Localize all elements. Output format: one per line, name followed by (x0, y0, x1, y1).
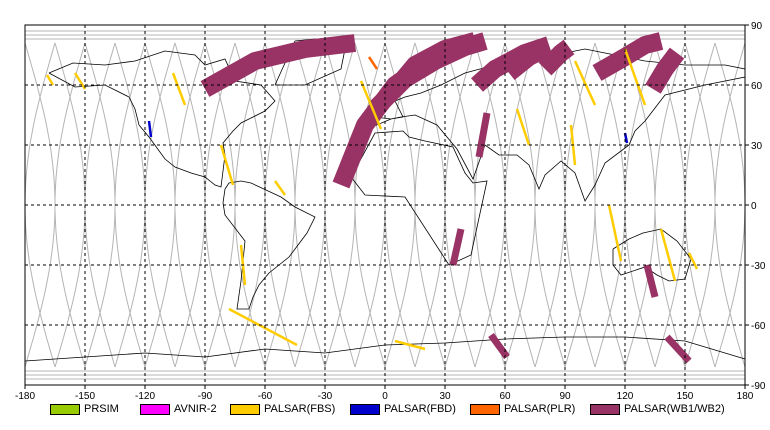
legend-item-palsar-plr: PALSAR(PLR) (470, 400, 575, 418)
y-tick-label: 30 (751, 141, 763, 152)
legend-swatch-palsar-plr (470, 403, 500, 415)
fbs-swath (687, 252, 699, 270)
y-tick-label: -30 (751, 261, 766, 272)
x-tick-label: 0 (382, 391, 388, 400)
x-tick-label: 150 (677, 391, 694, 400)
legend-item-palsar-fbs: PALSAR(FBS) (230, 400, 335, 418)
fbs-swath (219, 144, 235, 186)
y-tick-label: 0 (751, 201, 757, 212)
coastline (48, 50, 276, 188)
x-tick-label: -60 (258, 391, 273, 400)
legend-item-prism: PRSIM (50, 400, 119, 418)
x-tick-label: 60 (499, 391, 511, 400)
plr-swath (367, 56, 379, 70)
wb-swath (538, 39, 575, 76)
fbs-swath (171, 72, 187, 106)
legend-label-avnir2: AVNIR-2 (174, 403, 217, 415)
x-tick-label: -150 (75, 391, 95, 400)
legend-swatch-palsar-wb (590, 403, 620, 415)
x-axis-ticks: -180 -150 -120 -90 -60 -30 0 30 60 90 120 150 180 (15, 385, 754, 400)
legend-swatch-avnir2 (140, 403, 170, 415)
wb-swath (388, 32, 478, 95)
legend-label-palsar-wb: PALSAR(WB1/WB2) (624, 403, 725, 415)
fbs-swath (359, 80, 383, 130)
wb-swath (592, 32, 664, 81)
coastline (222, 180, 316, 310)
legend-label-palsar-plr: PALSAR(PLR) (504, 403, 576, 415)
wb-swath (488, 332, 510, 360)
wb-swath (449, 228, 465, 266)
fbs-swath (659, 228, 677, 282)
y-tick-label: 90 (751, 21, 763, 32)
wb-swath (475, 112, 491, 158)
wb-swath (643, 264, 659, 298)
fbd-swath (147, 120, 153, 138)
fbs-swath (394, 339, 426, 351)
x-tick-label: -90 (198, 391, 213, 400)
legend-item-palsar-fbd: PALSAR(FBD) (350, 400, 456, 418)
x-tick-label: -120 (135, 391, 155, 400)
wb-swath (645, 47, 685, 94)
fbs-swath (45, 74, 55, 86)
x-tick-label: 30 (439, 391, 451, 400)
legend-label-prism: PRSIM (84, 403, 119, 415)
fbs-swath (607, 204, 623, 262)
x-tick-label: 120 (617, 391, 634, 400)
y-axis-ticks: 90 60 30 0 -30 -60 -90 (745, 21, 766, 392)
coastline (350, 130, 488, 266)
legend-item-avnir2: AVNIR-2 (140, 400, 217, 418)
fbs-swath (623, 48, 647, 106)
y-tick-label: 60 (751, 81, 763, 92)
x-tick-label: -30 (318, 391, 333, 400)
fbs-swath (273, 180, 287, 196)
y-tick-label: -60 (751, 321, 766, 332)
coverage-map: -180 -150 -120 -90 -60 -30 0 30 60 90 120 150 180 90… (15, 21, 766, 400)
wb-swath (200, 34, 357, 97)
legend-label-palsar-fbd: PALSAR(FBD) (384, 403, 456, 415)
fbs-swath (73, 72, 87, 90)
fbs-swath (228, 307, 298, 347)
legend-swatch-prism (50, 403, 80, 415)
x-tick-label: 180 (737, 391, 754, 400)
x-tick-label: 90 (559, 391, 571, 400)
legend: PRSIM AVNIR-2 PALSAR(FBS) PALSAR(FBD) PA… (0, 400, 770, 422)
legend-label-palsar-fbs: PALSAR(FBS) (264, 403, 336, 415)
fbs-swath (515, 108, 531, 146)
legend-swatch-palsar-fbd (350, 403, 380, 415)
wb-swath (503, 40, 550, 81)
fbs-swath (573, 60, 597, 106)
legend-item-palsar-wb: PALSAR(WB1/WB2) (590, 400, 725, 418)
graticule (25, 25, 745, 385)
x-tick-label: -180 (15, 391, 35, 400)
y-tick-label: -90 (751, 381, 766, 392)
legend-swatch-palsar-fbs (230, 403, 260, 415)
